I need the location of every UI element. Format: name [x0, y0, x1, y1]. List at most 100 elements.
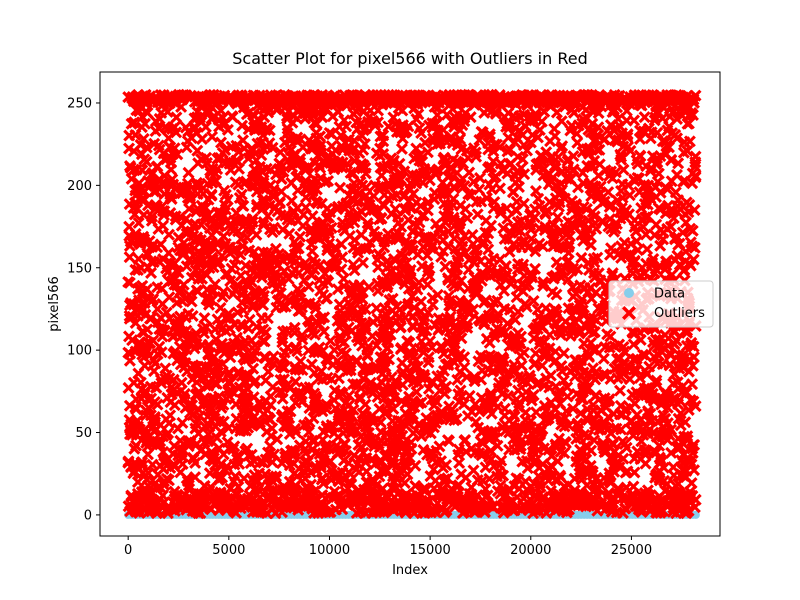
outlier-point	[462, 263, 475, 276]
outlier-point	[191, 144, 204, 157]
outlier-point	[650, 377, 663, 390]
outlier-point	[566, 321, 579, 334]
outlier-point	[384, 259, 397, 272]
outlier-point	[344, 360, 357, 373]
outlier-point	[630, 235, 643, 248]
outlier-point	[129, 189, 142, 202]
outlier-point	[522, 89, 535, 101]
outlier-point	[337, 454, 350, 467]
outlier-point	[635, 202, 648, 215]
outlier-point	[255, 271, 268, 284]
outlier-point	[430, 395, 443, 408]
outlier-point	[417, 240, 430, 253]
outlier-point	[503, 366, 516, 379]
outlier-point	[180, 260, 193, 273]
outlier-point	[284, 405, 297, 418]
outlier-point	[162, 177, 175, 190]
outlier-point	[322, 456, 335, 469]
outlier-point	[273, 280, 286, 293]
outlier-point	[420, 500, 433, 513]
outlier-point	[294, 230, 307, 243]
outlier-point	[235, 232, 248, 245]
outlier-point	[428, 193, 441, 206]
outlier-point	[325, 140, 338, 153]
outlier-point	[286, 267, 299, 280]
outlier-point	[283, 227, 296, 240]
outlier-point	[402, 297, 415, 310]
outlier-point	[399, 126, 412, 139]
outlier-point	[394, 174, 407, 187]
outlier-point	[336, 216, 349, 229]
outlier-point	[371, 284, 384, 297]
outlier-point	[567, 262, 580, 275]
outlier-point	[464, 490, 477, 503]
outlier-point	[503, 483, 516, 496]
outlier-point	[398, 457, 411, 470]
outlier-point	[650, 374, 663, 387]
outlier-point	[529, 454, 542, 467]
outlier-point	[508, 136, 521, 149]
outlier-point	[657, 226, 670, 239]
outlier-point	[404, 346, 417, 359]
outlier-point	[288, 342, 301, 355]
outlier-point	[648, 114, 661, 127]
outlier-point	[567, 150, 580, 163]
outlier-point	[507, 186, 520, 199]
outlier-point	[278, 420, 291, 433]
outlier-point	[338, 437, 351, 450]
outlier-point	[175, 384, 188, 397]
outlier-point	[306, 185, 319, 198]
outlier-point	[161, 391, 174, 404]
outlier-point	[221, 503, 234, 516]
outlier-point	[533, 237, 546, 250]
outlier-point	[562, 254, 575, 267]
outlier-point	[538, 399, 551, 412]
outlier-point	[556, 365, 569, 378]
outlier-point	[577, 200, 590, 213]
outlier-point	[412, 397, 425, 410]
outlier-point	[467, 175, 480, 188]
outlier-point	[417, 346, 430, 359]
outlier-point	[397, 190, 410, 203]
outlier-point	[136, 325, 149, 338]
outlier-point	[263, 199, 276, 212]
outlier-point	[520, 420, 533, 433]
outlier-point	[597, 352, 610, 365]
outlier-point	[524, 223, 537, 236]
outlier-point	[509, 112, 522, 125]
outlier-point	[570, 432, 583, 445]
outlier-point	[360, 465, 373, 478]
outlier-point	[261, 312, 274, 325]
outlier-point	[620, 204, 633, 217]
outlier-point	[574, 407, 587, 420]
outlier-point	[228, 214, 241, 227]
outlier-point	[302, 160, 315, 173]
outlier-point	[381, 329, 394, 342]
outlier-point	[239, 403, 252, 416]
outlier-point	[170, 111, 183, 124]
outlier-point	[135, 456, 148, 469]
outlier-point	[138, 388, 151, 401]
outlier-point	[248, 245, 261, 258]
outlier-point	[463, 166, 476, 179]
outlier-point	[321, 355, 334, 368]
outlier-point	[589, 180, 602, 193]
outlier-point	[334, 129, 347, 142]
outlier-point	[274, 373, 287, 386]
outlier-point	[634, 132, 647, 145]
outlier-point	[394, 311, 407, 324]
outlier-point	[165, 156, 178, 169]
outlier-point	[607, 123, 620, 136]
outlier-point	[222, 385, 235, 398]
outlier-point	[176, 416, 189, 429]
outlier-point	[669, 186, 682, 199]
outlier-point	[654, 239, 667, 252]
outlier-point	[136, 110, 149, 123]
outlier-point	[320, 442, 333, 455]
outlier-point	[606, 267, 619, 280]
outlier-point	[178, 393, 191, 406]
outlier-point	[261, 140, 274, 153]
outlier-point	[529, 185, 542, 198]
outlier-point	[558, 420, 571, 433]
outlier-point	[512, 473, 525, 486]
